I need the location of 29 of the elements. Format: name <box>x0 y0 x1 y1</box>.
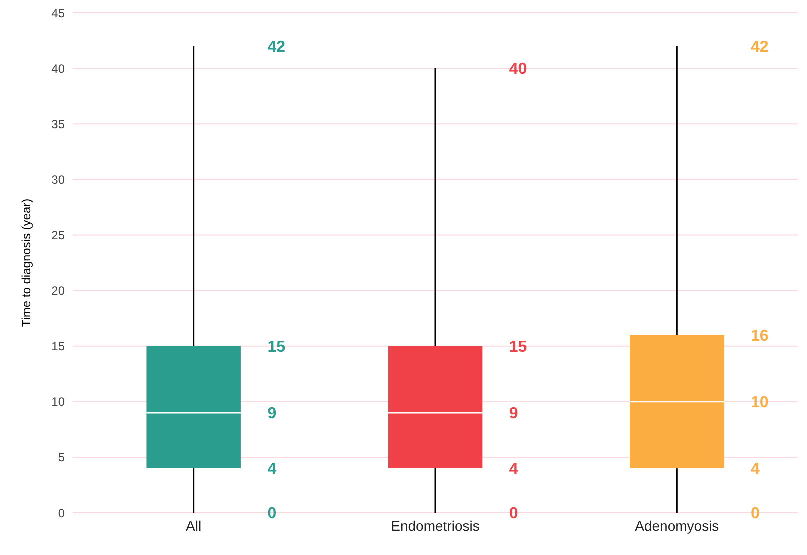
annotation: 4 <box>751 461 760 478</box>
y-tick-label: 15 <box>52 340 66 354</box>
annotation: 4 <box>509 461 518 478</box>
x-tick-label: Endometriosis <box>391 518 480 534</box>
y-tick-label: 40 <box>52 62 66 76</box>
y-tick-label: 0 <box>58 506 66 520</box>
annotation: 4 <box>268 461 277 478</box>
x-tick-label: All <box>186 518 202 534</box>
y-tick-label: 30 <box>52 172 66 187</box>
annotation: 0 <box>751 506 760 523</box>
annotation: 0 <box>268 506 277 523</box>
y-tick-label: 10 <box>52 395 66 410</box>
annotation: 42 <box>751 39 769 56</box>
annotation: 9 <box>509 406 518 423</box>
annotation: 42 <box>268 39 286 56</box>
annotation: 40 <box>509 61 528 78</box>
y-tick-label: 25 <box>52 228 66 242</box>
annotation: 15 <box>268 339 286 356</box>
y-axis-title: Time to diagnosis (year) <box>19 198 34 328</box>
y-tick-label: 20 <box>52 284 66 298</box>
annotation: 0 <box>509 506 518 523</box>
x-tick-label: Adenomyosis <box>635 518 720 534</box>
annotation: 16 <box>751 328 769 345</box>
annotation: 9 <box>268 406 277 423</box>
annotation: 15 <box>509 339 528 356</box>
y-tick-label: 45 <box>52 6 66 20</box>
annotation: 10 <box>751 394 769 412</box>
y-tick-label: 5 <box>58 450 66 465</box>
y-tick-label: 35 <box>52 117 66 132</box>
